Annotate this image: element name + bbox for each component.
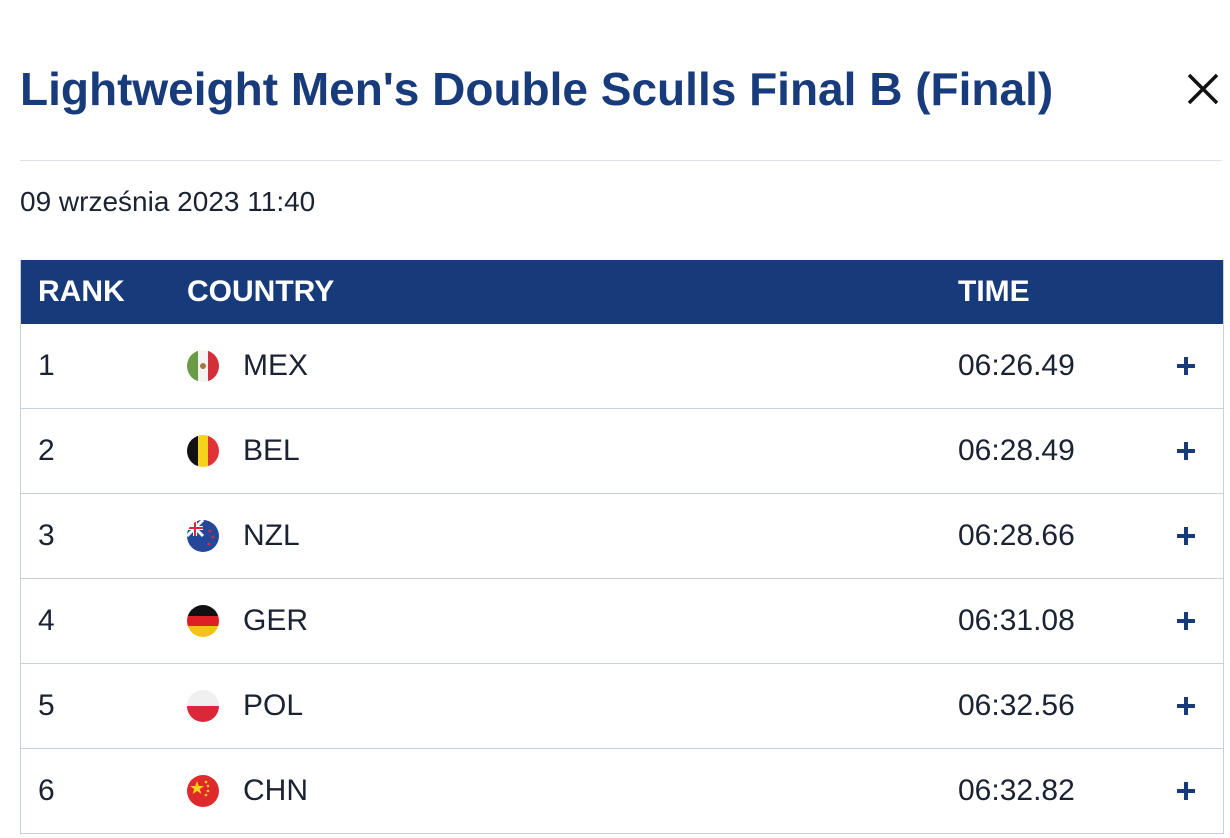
expand-button[interactable]: [1175, 610, 1197, 632]
flag: [187, 690, 219, 722]
results-table: RANK COUNTRY TIME 1 MEX 06:26.49 2 BEL 0…: [20, 260, 1224, 834]
country: BEL: [243, 434, 300, 467]
date: 09 września 2023 11:40: [20, 186, 316, 217]
table-row[interactable]: 4 GER 06:31.08: [21, 579, 1223, 664]
country: GER: [243, 604, 309, 637]
expand-button[interactable]: [1175, 525, 1197, 547]
rank: 6: [38, 774, 55, 807]
rank: 5: [38, 689, 55, 722]
column-header: RANK: [38, 275, 125, 308]
time: 06:26.49: [958, 349, 1075, 382]
title: Lightweight Men's Double Sculls Final B …: [20, 63, 1054, 115]
table-row[interactable]: 1 MEX 06:26.49: [21, 324, 1223, 409]
flag: [187, 435, 219, 467]
table-row[interactable]: 6 CHN 06:32.82: [21, 749, 1223, 834]
expand-button[interactable]: [1175, 440, 1197, 462]
time: 06:32.56: [958, 689, 1075, 722]
expand-button[interactable]: [1175, 695, 1197, 717]
table-row[interactable]: 3 NZL 06:28.66: [21, 494, 1223, 579]
time: 06:31.08: [958, 604, 1075, 637]
time: 06:32.82: [958, 774, 1075, 807]
expand-button[interactable]: [1175, 355, 1197, 377]
divider: [20, 160, 1222, 161]
rank: 3: [38, 519, 55, 552]
table-row[interactable]: 2 BEL 06:28.49: [21, 409, 1223, 494]
column-header: TIME: [958, 275, 1030, 308]
country: CHN: [243, 774, 308, 807]
flag: [187, 520, 219, 552]
flag: [187, 775, 219, 807]
expand-button[interactable]: [1175, 780, 1197, 802]
close-button[interactable]: [1186, 72, 1220, 106]
rank: 2: [38, 434, 55, 467]
table-header: RANK COUNTRY TIME: [21, 260, 1223, 324]
time: 06:28.66: [958, 519, 1075, 552]
rank: 4: [38, 604, 55, 637]
rank: 1: [38, 349, 55, 382]
column-header: COUNTRY: [187, 275, 335, 308]
country: MEX: [243, 349, 309, 382]
country: NZL: [243, 519, 300, 552]
country: POL: [243, 689, 304, 722]
flag: [187, 605, 219, 637]
table-row[interactable]: 5 POL 06:32.56: [21, 664, 1223, 749]
time: 06:28.49: [958, 434, 1075, 467]
flag: [187, 350, 219, 382]
